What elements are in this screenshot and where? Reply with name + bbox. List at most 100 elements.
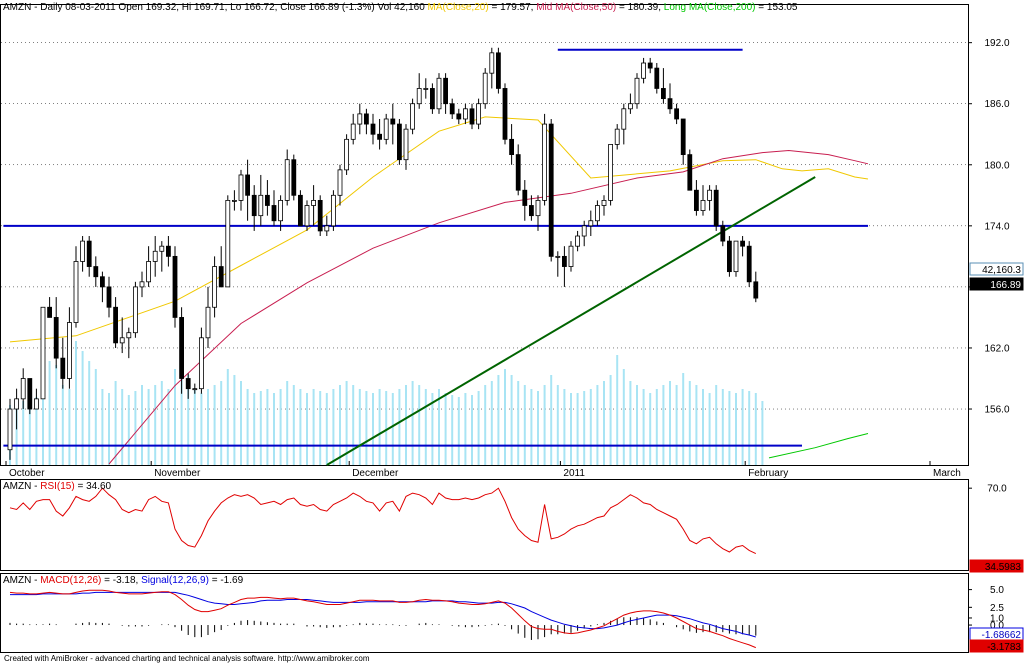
volume-bar — [372, 393, 374, 465]
candle-up — [304, 205, 310, 227]
candle-down — [93, 266, 99, 278]
volume-bar — [114, 381, 117, 465]
volume-bar — [101, 389, 104, 465]
x-tick-label: November — [154, 468, 201, 479]
volume-bar — [385, 391, 388, 465]
candle-down — [185, 378, 191, 390]
volume-bar — [517, 381, 520, 465]
candle-up — [568, 245, 574, 267]
ma200-line — [768, 433, 869, 459]
candle-up — [159, 245, 165, 252]
volume-bar — [121, 389, 124, 465]
candle-down — [165, 245, 171, 257]
x-tick-label: October — [9, 468, 45, 479]
x-tick-label: February — [748, 468, 788, 479]
volume-bar — [94, 369, 97, 465]
candle-down — [674, 108, 679, 120]
candle-down — [377, 133, 383, 140]
volume-bar — [42, 375, 44, 465]
volume-bar — [299, 389, 302, 465]
candle-down — [113, 306, 118, 344]
candle-down — [509, 138, 515, 156]
macd-label: MACD(12,26) — [40, 575, 102, 586]
candle-up — [34, 398, 39, 410]
candle-up — [621, 108, 627, 130]
volume-bar — [154, 385, 157, 465]
volume-bar — [187, 375, 190, 465]
candle-down — [548, 123, 554, 257]
volume-bar — [484, 385, 487, 465]
value-badges: 42,160.3 166.89 34.5983 -1.68662-3.1783 — [969, 262, 1024, 653]
rsi-pane: 70.0 — [9, 484, 1007, 555]
volume-bar — [504, 369, 506, 465]
macd-tick-label: 0.0 — [990, 621, 1004, 632]
volume-bar — [325, 393, 328, 465]
volume-bar — [662, 385, 665, 465]
macd-value: = -3.18, — [101, 575, 142, 586]
volume-bar — [405, 385, 407, 465]
volume-bar — [695, 385, 698, 465]
volume-bar — [193, 389, 196, 465]
candle-up — [601, 199, 607, 206]
candle-down — [522, 189, 528, 206]
volume-bar — [180, 355, 183, 465]
volume-bar — [339, 385, 341, 465]
candle-up — [476, 103, 482, 125]
candle-up — [337, 169, 343, 196]
candle-down — [727, 240, 732, 273]
volume-bar — [675, 385, 678, 465]
volume-bar — [622, 369, 625, 465]
candle-up — [225, 199, 231, 288]
candle-down — [529, 205, 534, 217]
x-tick-label: 2011 — [563, 468, 585, 479]
candle-down — [53, 317, 59, 359]
volume-bar — [358, 389, 361, 465]
candle-up — [311, 199, 317, 206]
candle-down — [100, 276, 105, 288]
candle-down — [469, 108, 475, 125]
candle-down — [317, 199, 323, 232]
ohlc-summary: - Daily 08-03-2011 Open 169.32, Hi 169.7… — [31, 2, 428, 13]
candle-down — [291, 159, 297, 196]
rsi-value: = 34.60 — [74, 481, 112, 492]
volume-bar — [55, 365, 58, 465]
candle-up — [284, 159, 290, 201]
candle-down — [443, 77, 449, 105]
volume-bar — [721, 389, 724, 465]
candle-up — [344, 138, 350, 171]
macd-badge: -3.1783 — [987, 642, 1021, 653]
candle-down — [667, 98, 673, 110]
x-tick-label: December — [352, 468, 399, 479]
volume-bar — [490, 381, 493, 465]
candle-down — [86, 240, 92, 267]
price-tick-label: 180.0 — [984, 160, 1009, 171]
volume-bar — [556, 385, 559, 465]
volume-bar — [160, 381, 163, 465]
ma50-line — [108, 149, 869, 465]
rsi-line — [9, 487, 757, 555]
volume-bar — [589, 389, 592, 465]
volume-bar — [15, 403, 18, 465]
volume-bar — [702, 389, 704, 465]
volume-bar — [233, 375, 236, 465]
volume-bar — [570, 393, 572, 465]
volume-bar — [642, 389, 645, 465]
volume-bar — [616, 355, 619, 465]
volume-bar — [365, 391, 368, 465]
volume-bar — [259, 391, 262, 465]
candle-up — [357, 113, 363, 125]
volume-bar — [279, 389, 282, 465]
volume-bar — [240, 381, 242, 465]
volume-bar — [332, 389, 335, 465]
candle-up — [330, 194, 336, 227]
last-price-badge-bg — [969, 277, 1024, 291]
volume-bar — [88, 361, 91, 465]
macd-tick-label: 2.5 — [990, 603, 1004, 614]
price-pane-header: AMZN - Daily 08-03-2011 Open 169.32, Hi … — [3, 2, 798, 13]
candle-down — [245, 174, 251, 196]
candle-down — [456, 113, 462, 120]
rsi-label: RSI(15) — [40, 481, 75, 492]
